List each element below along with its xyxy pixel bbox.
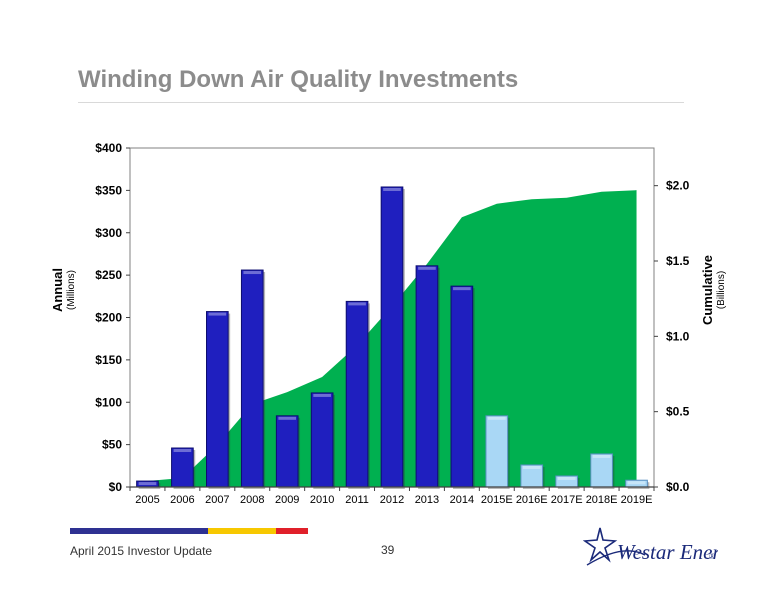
bar-2008 xyxy=(240,269,264,488)
left-tick-label: $100 xyxy=(95,395,122,409)
bar-highlight-2011 xyxy=(348,302,366,306)
logo-wordmark: Westar Energy xyxy=(617,540,718,564)
x-tick-label: 2008 xyxy=(240,494,264,506)
bar-highlight-2006 xyxy=(173,449,192,453)
x-tick-label: 2013 xyxy=(415,494,439,506)
bar-2007 xyxy=(206,311,229,488)
left-tick-label: $150 xyxy=(95,353,122,367)
bar-highlight-2010 xyxy=(313,393,331,397)
x-tick-label: 2015E xyxy=(481,494,513,506)
x-tick-label: 2012 xyxy=(380,494,404,506)
right-axis-title: Cumulative xyxy=(700,255,715,325)
bar-highlight-2018E xyxy=(592,454,611,458)
x-tick-label: 2017E xyxy=(551,494,583,506)
x-tick-label: 2018E xyxy=(586,494,618,506)
x-tick-label: 2009 xyxy=(275,494,299,506)
bar-highlight-2009 xyxy=(278,416,297,420)
bar-2015E xyxy=(485,415,509,488)
left-axis-title: Annual xyxy=(50,268,65,312)
bar-highlight-2007 xyxy=(208,312,227,316)
title-divider xyxy=(78,102,684,103)
bar-highlight-2015E xyxy=(487,416,506,420)
annual-cumulative-chart: $0 $50 $100 $150 $200 $250 $300 $350 $400 $0.0 $0.… xyxy=(50,141,727,506)
bar-highlight-2019E xyxy=(627,481,646,485)
bar-2006 xyxy=(171,447,194,488)
x-tick-label: 2014 xyxy=(450,494,474,506)
x-tick-label: 2005 xyxy=(135,494,159,506)
bar-highlight-2013 xyxy=(418,266,436,270)
page-number: 39 xyxy=(381,543,395,557)
right-tick-label: $0.5 xyxy=(666,405,690,419)
logo-registered-mark: ® xyxy=(709,552,715,561)
footer-stripe-yellow xyxy=(208,528,276,534)
x-tick-label: 2006 xyxy=(170,494,194,506)
bar-2011 xyxy=(345,300,369,488)
footer-stripe-blue xyxy=(70,528,208,534)
x-tick-label: 2011 xyxy=(345,494,369,506)
footer-stripe-red xyxy=(276,528,308,534)
left-tick-label: $0 xyxy=(109,480,123,494)
bar-highlight-2005 xyxy=(138,482,157,486)
left-tick-label: $200 xyxy=(95,311,122,325)
right-axis-subtitle: (Billions) xyxy=(716,271,727,309)
right-tick-label: $0.0 xyxy=(666,480,690,494)
bar-2009 xyxy=(275,415,299,488)
bar-2010 xyxy=(310,392,334,488)
footer-text: April 2015 Investor Update xyxy=(70,544,213,558)
bar-2018E xyxy=(590,453,613,488)
bar-2013 xyxy=(415,265,439,488)
x-tick-label: 2007 xyxy=(205,494,229,506)
x-tick-label: 2019E xyxy=(621,494,653,506)
star-swoosh-icon xyxy=(582,527,646,566)
left-tick-label: $400 xyxy=(95,141,122,155)
bar-2014 xyxy=(450,285,474,488)
bar-highlight-2014 xyxy=(453,287,471,291)
bar-highlight-2012 xyxy=(383,187,401,191)
right-tick-label: $1.0 xyxy=(666,329,690,343)
x-tick-label: 2010 xyxy=(310,494,334,506)
bar-highlight-2016E xyxy=(522,465,541,469)
westar-energy-logo: Westar Energy ® xyxy=(582,525,740,574)
right-tick-label: $2.0 xyxy=(666,179,690,193)
left-tick-label: $250 xyxy=(95,268,122,282)
left-axis-subtitle: (Millions) xyxy=(66,270,77,310)
bar-highlight-2008 xyxy=(243,271,262,275)
left-tick-label: $50 xyxy=(102,438,122,452)
bar-2012 xyxy=(380,186,404,488)
page-title: Winding Down Air Quality Investments xyxy=(78,66,519,93)
left-tick-label: $300 xyxy=(95,226,122,240)
x-tick-label: 2016E xyxy=(516,494,548,506)
left-tick-label: $350 xyxy=(95,183,122,197)
bar-highlight-2017E xyxy=(557,476,576,480)
right-tick-label: $1.5 xyxy=(666,254,690,268)
